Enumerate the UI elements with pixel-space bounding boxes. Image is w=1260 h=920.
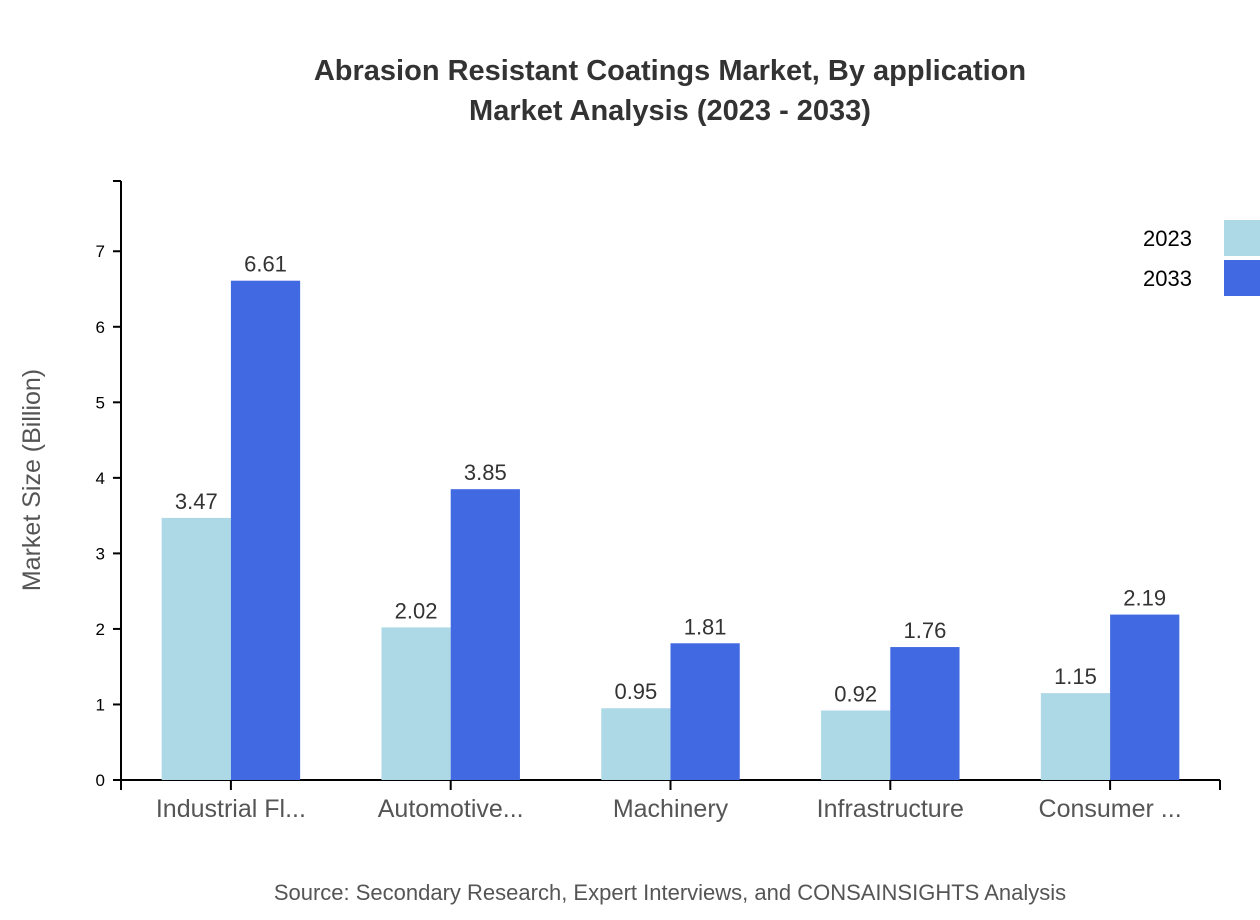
x-tick-label: Industrial Fl... (156, 795, 306, 823)
y-tick-label: 1 (96, 695, 105, 714)
y-tick-label: 7 (96, 242, 105, 261)
y-tick-label: 2 (96, 620, 105, 639)
data-label: 2.19 (1123, 586, 1166, 611)
data-label: 1.76 (904, 618, 947, 643)
y-tick-label: 3 (96, 544, 105, 563)
legend-swatch (1224, 260, 1260, 296)
data-label: 2.02 (395, 598, 438, 623)
legend-label: 2023 (1143, 226, 1192, 251)
data-label: 0.92 (834, 682, 877, 707)
bar-2023 (601, 708, 671, 780)
bar-2033 (230, 280, 301, 780)
data-label: 3.85 (464, 460, 507, 485)
bar-2023 (381, 627, 451, 780)
y-tick-label: 5 (96, 393, 105, 412)
data-label: 1.15 (1054, 664, 1097, 689)
legend-label: 2033 (1143, 266, 1192, 291)
bar-2033 (890, 647, 960, 780)
bar-2023 (1040, 693, 1111, 780)
data-label: 1.81 (684, 614, 727, 639)
source-note: Source: Secondary Research, Expert Inter… (274, 880, 1066, 905)
legend-swatch (1224, 220, 1260, 256)
y-tick-label: 0 (96, 771, 105, 790)
x-tick-label: Automotive... (378, 795, 524, 823)
chart-subtitle: Market Analysis (2023 - 2033) (469, 95, 871, 127)
y-axis-label: Market Size (Billion) (18, 369, 46, 591)
bar-2023 (821, 710, 891, 780)
x-tick-label: Infrastructure (817, 795, 964, 823)
x-tick-label: Consumer ... (1039, 795, 1182, 823)
data-label: 6.61 (244, 252, 287, 277)
chart-title: Abrasion Resistant Coatings Market, By a… (314, 55, 1026, 87)
bar-2033 (1110, 614, 1180, 780)
y-tick-label: 4 (96, 469, 105, 488)
y-tick-label: 6 (96, 318, 105, 337)
data-label: 3.47 (175, 489, 218, 514)
bar-2023 (161, 517, 231, 780)
x-tick-label: Machinery (613, 795, 729, 823)
bar-2033 (670, 643, 740, 780)
bar-2033 (450, 489, 520, 780)
data-label: 0.95 (614, 679, 657, 704)
